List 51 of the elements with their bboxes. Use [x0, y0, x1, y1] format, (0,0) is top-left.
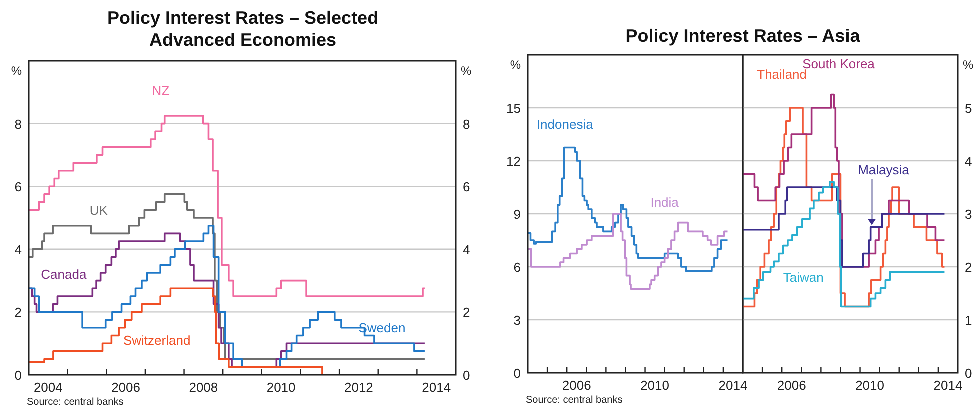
y2-tick-label: 8 [463, 116, 470, 132]
y2-tick-label: 2 [965, 260, 972, 275]
y-tick-label: 0 [514, 366, 521, 381]
y-tick-label: 0 [14, 368, 22, 383]
y2-tick-label: 2 [463, 305, 470, 320]
x-tick-label: 2006 [777, 378, 806, 393]
source-note: Source: central banks [526, 395, 623, 406]
y2-tick-label: 0 [463, 368, 470, 383]
y-tick-label: 12 [506, 154, 521, 169]
y2-axis-title: % [963, 58, 974, 72]
y-tick-label: 4 [14, 242, 22, 258]
y2-tick-label: 6 [463, 180, 470, 195]
x-tick-label: 2012 [344, 380, 374, 395]
x-tick-label: 2008 [189, 380, 218, 395]
source-note: Source: central banks [27, 397, 124, 408]
x-tick-label: 2010 [640, 378, 670, 393]
series-label: India [650, 194, 680, 210]
y2-tick-label: 4 [463, 242, 470, 258]
chart-title: Policy Interest Rates – Asia [626, 26, 862, 46]
y2-tick-label: 1 [965, 313, 972, 328]
x-tick-label: 2014 [934, 378, 963, 393]
y-tick-label: 6 [14, 180, 22, 195]
series-label: NZ [152, 84, 170, 99]
y2-axis-title: % [461, 64, 472, 78]
series-label: UK [90, 202, 108, 218]
y-axis-title: % [11, 64, 22, 78]
y-axis-title: % [510, 58, 522, 72]
x-tick-label: 2010 [266, 380, 296, 395]
text: South Korea [802, 56, 876, 72]
y2-tick-label: 0 [965, 366, 972, 381]
y2-tick-label: 3 [965, 207, 972, 222]
series-label: Indonesia [536, 117, 594, 132]
chart-title: Policy Interest Rates – Selected Advanced Economies [107, 8, 379, 50]
series-label: Canada [41, 267, 88, 282]
x-tick-label: 2006 [112, 380, 141, 395]
x-tick-label: 2014 [422, 380, 452, 395]
x-tick-label: 2004 [34, 380, 63, 395]
y2-tick-label: 5 [965, 101, 972, 116]
y-tick-label: 9 [514, 207, 521, 222]
y-tick-label: 8 [14, 116, 22, 132]
series-label: Malaysia [858, 162, 910, 178]
x-tick-label: 2014 [718, 378, 748, 393]
x-tick-label: 2006 [562, 378, 592, 393]
y-tick-label: 3 [514, 313, 521, 328]
y2-tick-label: 4 [965, 154, 972, 169]
y-tick-label: 2 [14, 305, 22, 320]
y-tick-label: 6 [514, 260, 521, 275]
y-tick-label: 15 [506, 101, 521, 116]
series-label: Taiwan [783, 270, 824, 285]
x-tick-label: 2010 [856, 378, 885, 393]
series-label: Switzerland [124, 333, 191, 348]
